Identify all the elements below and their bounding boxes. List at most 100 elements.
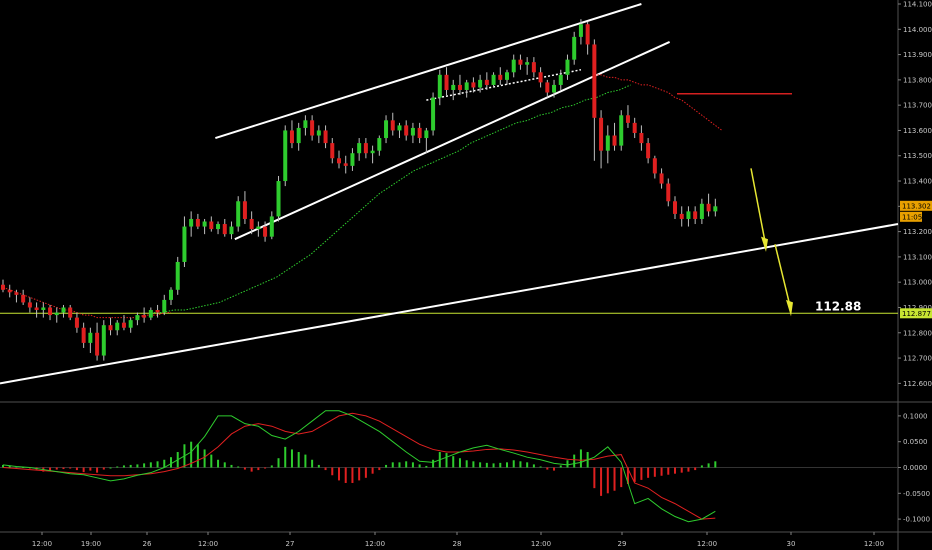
candle-down: [592, 44, 597, 118]
macd-hist-bar-up: [297, 452, 300, 468]
macd-hist-bar-down: [667, 467, 670, 475]
y-tick-label: 112.700: [903, 355, 932, 363]
candle-up: [377, 138, 382, 151]
y-tick-label: 112.600: [903, 380, 932, 388]
candle-down: [121, 322, 126, 328]
candle-down: [74, 317, 79, 328]
projection-arrow-2: [774, 244, 792, 311]
candle-up: [410, 127, 415, 136]
candle-up: [54, 312, 59, 316]
macd-hist-bar-down: [613, 467, 616, 491]
macd-hist-bar-down: [694, 467, 697, 471]
macd-hist-bar-up: [170, 457, 172, 468]
macd-hist-bar-up: [311, 459, 314, 468]
macd-hist-bar-up: [398, 462, 401, 468]
countdown-tag: 11:05: [902, 213, 922, 221]
macd-hist-bar-down: [96, 467, 99, 473]
candle-down: [666, 183, 671, 202]
macd-hist-bar-down: [89, 467, 92, 471]
candle-up: [451, 84, 456, 90]
target-label: 112.88: [815, 300, 861, 314]
y-tick-label: 113.100: [903, 253, 932, 261]
macd-signal-line: [2, 412, 716, 520]
candle-up: [216, 224, 221, 230]
macd-hist-bar-down: [674, 467, 676, 474]
candle-up: [101, 325, 106, 356]
macd-hist-bar-down: [364, 467, 367, 478]
candle-down: [518, 59, 523, 65]
macd-y-tick-label: 0.0000: [903, 464, 928, 472]
candle-up: [578, 24, 583, 37]
candle-up: [88, 332, 93, 343]
macd-hist-bar-up: [190, 441, 193, 468]
projection-arrowhead-2: [786, 299, 793, 317]
macd-hist-bar-up: [432, 459, 435, 468]
candle-down: [612, 135, 617, 146]
macd-hist-bar-down: [55, 467, 58, 470]
y-tick-label: 113.400: [903, 178, 932, 186]
macd-hist-bar-down: [626, 467, 629, 485]
candle-down: [27, 302, 32, 308]
macd-hist-bar-up: [458, 458, 461, 468]
candle-up: [316, 130, 321, 136]
candle-down: [404, 125, 409, 136]
channel-mid-dotted-line: [426, 69, 582, 101]
macd-hist-bar-down: [324, 467, 327, 471]
macd-y-tick-label: 0.1000: [903, 412, 928, 420]
candle-down: [538, 72, 543, 83]
y-tick-label: 113.600: [903, 127, 932, 135]
macd-hist-bar-up: [472, 461, 475, 468]
macd-hist-bar-down: [680, 467, 683, 473]
countdown-tag-bg: [900, 211, 922, 222]
candle-up: [686, 211, 691, 219]
macd-hist-bar-up: [270, 465, 273, 468]
macd-hist-bar-up: [539, 466, 542, 468]
macd-hist-bar-up: [8, 465, 11, 468]
candle-up: [182, 226, 187, 262]
macd-hist-bar-up: [573, 454, 576, 468]
projection-arrow-1: [750, 168, 767, 247]
candle-down: [417, 127, 422, 139]
macd-hist-bar-down: [687, 467, 690, 472]
macd-hist-bar-up: [425, 465, 428, 468]
macd-hist-bar-up: [284, 446, 287, 468]
y-tick-label: 113.200: [903, 228, 932, 236]
candle-up: [189, 218, 194, 227]
candle-down: [693, 211, 698, 219]
macd-hist-bar-down: [371, 467, 374, 474]
macd-hist-bar-up: [714, 461, 717, 468]
candle-up: [169, 289, 173, 300]
macd-hist-bar-down: [358, 467, 361, 481]
candle-down: [706, 203, 711, 212]
macd-hist-bar-up: [566, 460, 569, 468]
macd-hist-bar-up: [579, 449, 582, 468]
macd-hist-bar-up: [526, 462, 529, 468]
macd-hist-bar-up: [465, 460, 468, 468]
macd-hist-bar-up: [492, 463, 495, 468]
macd-hist-bar-up: [143, 463, 146, 468]
candle-down: [142, 315, 147, 318]
macd-hist-bar-up: [237, 466, 240, 468]
candle-up: [605, 135, 610, 151]
candle-up: [175, 261, 180, 290]
candle-down: [155, 310, 160, 313]
macd-hist-bar-up: [230, 464, 233, 468]
candle-down: [222, 224, 227, 235]
candle-down: [444, 74, 449, 90]
candle-down: [585, 24, 590, 45]
y-tick-label: 114.100: [903, 1, 932, 9]
macd-hist-bar-down: [331, 467, 334, 476]
x-tick-label: 27: [286, 540, 295, 548]
candle-down: [457, 84, 462, 90]
macd-hist-bar-up: [15, 466, 18, 468]
x-tick-label: 12:00: [365, 540, 385, 548]
macd-y-tick-label: 0.0500: [903, 438, 928, 446]
candle-down: [498, 74, 503, 80]
candle-up: [357, 143, 362, 154]
candle-down: [21, 294, 26, 303]
candle-up: [236, 201, 241, 227]
candle-up: [148, 310, 153, 318]
candle-up: [384, 120, 389, 139]
macd-hist-bar-down: [49, 467, 52, 471]
macd-hist-bar-up: [277, 458, 280, 468]
